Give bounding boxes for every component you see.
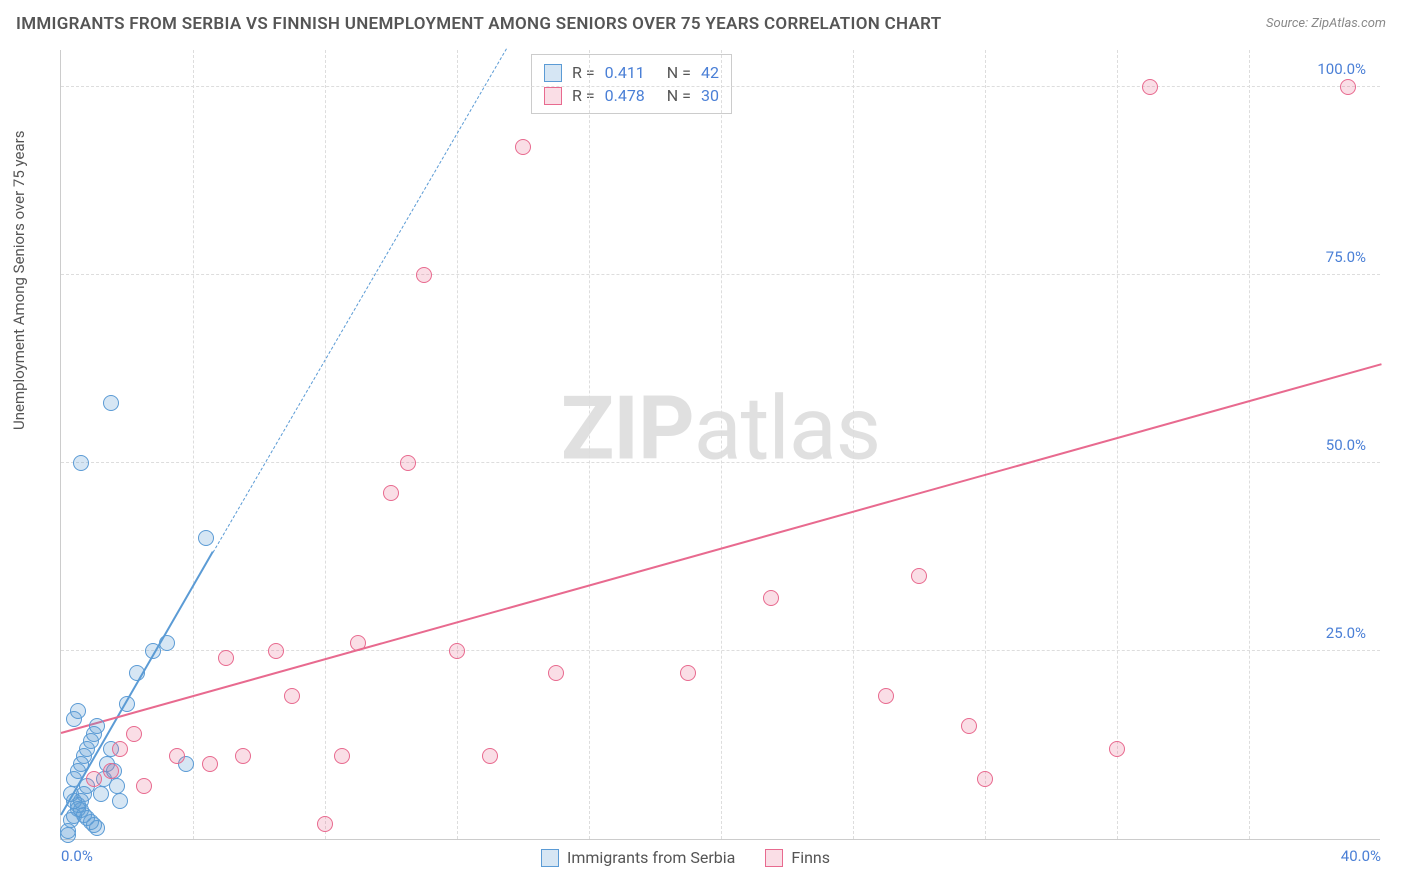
gridline-vertical xyxy=(853,50,854,839)
data-point xyxy=(119,696,135,712)
data-point xyxy=(1340,79,1356,95)
legend-swatch xyxy=(544,87,562,105)
y-tick-label: 100.0% xyxy=(1317,60,1366,78)
data-point xyxy=(89,718,105,734)
series-legend-label: Finns xyxy=(791,848,830,867)
gridline-vertical xyxy=(325,50,326,839)
data-point xyxy=(198,530,214,546)
stats-n-label: N = xyxy=(667,86,691,105)
data-point xyxy=(911,568,927,584)
legend-swatch xyxy=(765,849,783,867)
data-point xyxy=(400,455,416,471)
chart-title: IMMIGRANTS FROM SERBIA VS FINNISH UNEMPL… xyxy=(16,14,941,34)
data-point xyxy=(73,455,89,471)
data-point xyxy=(317,816,333,832)
data-point xyxy=(103,763,119,779)
data-point xyxy=(218,650,234,666)
data-point xyxy=(103,395,119,411)
data-point xyxy=(112,741,128,757)
stats-row: R = 0.478 N = 30 xyxy=(544,84,719,107)
stats-r-value: 0.478 xyxy=(605,86,645,105)
gridline-vertical xyxy=(1117,50,1118,839)
series-legend-item: Immigrants from Serbia xyxy=(541,848,735,867)
legend-swatch xyxy=(544,64,562,82)
data-point xyxy=(416,267,432,283)
data-point xyxy=(977,771,993,787)
gridline-vertical xyxy=(193,50,194,839)
data-point xyxy=(93,786,109,802)
plot-area: ZIPatlas R =0.411N =42R =0.478N =30 Immi… xyxy=(60,50,1380,840)
data-point xyxy=(136,778,152,794)
stats-legend: R = 0.411 N = 42 R = 0.478 N = 30 xyxy=(531,54,732,114)
stats-r-label: R = xyxy=(572,63,595,82)
legend-swatch xyxy=(541,849,559,867)
data-point xyxy=(159,635,175,651)
data-point xyxy=(284,688,300,704)
stats-r-label: R = xyxy=(572,86,595,105)
stats-r-value: 0.411 xyxy=(605,63,645,82)
data-point xyxy=(235,748,251,764)
data-point xyxy=(449,643,465,659)
data-point xyxy=(60,827,76,843)
y-tick-label: 25.0% xyxy=(1326,624,1366,642)
gridline-vertical xyxy=(589,50,590,839)
data-point xyxy=(126,726,142,742)
stats-n-value: 42 xyxy=(701,63,719,82)
data-point xyxy=(169,748,185,764)
data-point xyxy=(515,139,531,155)
trend-line xyxy=(212,48,507,553)
gridline-vertical xyxy=(1249,50,1250,839)
data-point xyxy=(548,665,564,681)
stats-row: R = 0.411 N = 42 xyxy=(544,61,719,84)
data-point xyxy=(129,665,145,681)
data-point xyxy=(268,643,284,659)
data-point xyxy=(112,793,128,809)
data-point xyxy=(383,485,399,501)
series-legend-item: Finns xyxy=(765,848,830,867)
data-point xyxy=(1142,79,1158,95)
data-point xyxy=(680,665,696,681)
series-legend: Immigrants from Serbia Finns xyxy=(541,848,830,867)
x-tick-label: 0.0% xyxy=(61,847,93,865)
data-point xyxy=(482,748,498,764)
data-point xyxy=(763,590,779,606)
source-attribution: Source: ZipAtlas.com xyxy=(1266,16,1386,31)
data-point xyxy=(86,771,102,787)
stats-n-label: N = xyxy=(667,63,691,82)
x-tick-label: 40.0% xyxy=(1341,847,1381,865)
data-point xyxy=(1109,741,1125,757)
gridline-vertical xyxy=(457,50,458,839)
data-point xyxy=(202,756,218,772)
data-point xyxy=(109,778,125,794)
data-point xyxy=(70,703,86,719)
series-legend-label: Immigrants from Serbia xyxy=(567,848,735,867)
y-tick-label: 50.0% xyxy=(1326,436,1366,454)
gridline-vertical xyxy=(985,50,986,839)
y-tick-label: 75.0% xyxy=(1326,248,1366,266)
y-axis-label: Unemployment Among Seniors over 75 years xyxy=(10,131,28,430)
data-point xyxy=(961,718,977,734)
stats-n-value: 30 xyxy=(701,86,719,105)
gridline-vertical xyxy=(721,50,722,839)
data-point xyxy=(334,748,350,764)
data-point xyxy=(350,635,366,651)
data-point xyxy=(878,688,894,704)
data-point xyxy=(89,820,105,836)
